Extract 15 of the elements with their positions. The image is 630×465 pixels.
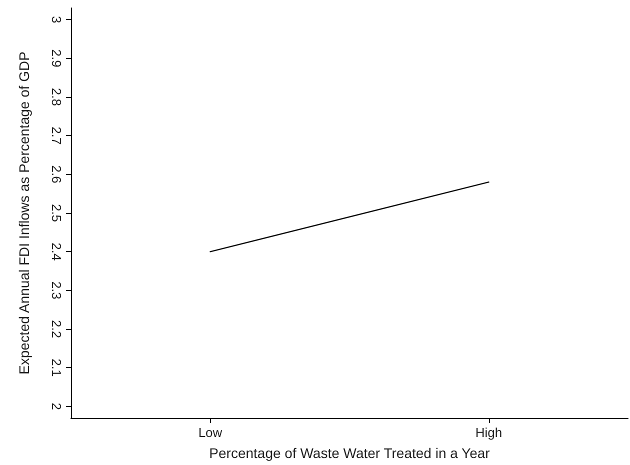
x-axis-title: Percentage of Waste Water Treated in a Year [209,445,490,461]
y-tick-label: 2.5 [49,204,64,222]
y-tick-label: 2.2 [49,320,64,338]
y-tick-label: 2.8 [49,88,64,106]
y-tick-label: 2.9 [49,49,64,68]
y-tick-label: 2.4 [49,242,64,261]
x-tick-label: Low [198,425,223,440]
y-tick-label: 2.7 [49,126,64,145]
y-tick-label: 3 [49,16,64,24]
y-tick-label: 2 [49,402,64,410]
x-tick-label: High [475,425,502,440]
y-tick-label: 2.6 [49,165,64,184]
y-axis-title: Expected Annual FDI Inflows as Percentage of GDP [16,52,32,374]
y-tick-label: 2.3 [49,281,64,300]
y-tick-label: 2.1 [49,358,64,377]
